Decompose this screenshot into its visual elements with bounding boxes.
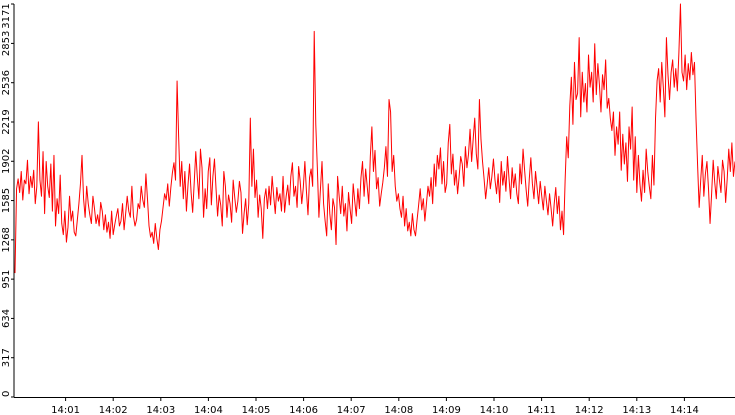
x-tick-label: 14:04 (194, 405, 223, 415)
x-tick-label: 14:11 (527, 405, 556, 415)
x-tick-label: 14:12 (575, 405, 604, 415)
y-tick-label: 317 (1, 348, 12, 367)
x-tick-label: 14:14 (670, 405, 699, 415)
y-tick-label: 3171 (1, 3, 12, 28)
x-tick-label: 14:10 (480, 405, 509, 415)
y-tick-label: 2853 (1, 31, 12, 56)
x-axis-ticks: 14:01 14:02 14:03 14:04 14:05 14:06 14:07 14:08… (51, 397, 699, 415)
x-tick-label: 14:07 (337, 405, 366, 415)
y-tick-label: 951 (1, 270, 12, 289)
y-axis-ticks: 0 317 634 951 1268 1585 1902 2219 2536 2853 3171 (1, 3, 14, 398)
y-tick-label: 1585 (1, 188, 12, 213)
x-tick-label: 14:06 (289, 405, 318, 415)
y-tick-label: 1268 (1, 227, 12, 252)
y-tick-label: 2536 (1, 70, 12, 95)
x-tick-label: 14:03 (146, 405, 175, 415)
y-tick-label: 1902 (1, 149, 12, 174)
x-tick-label: 14:09 (432, 405, 461, 415)
series-line (14, 3, 735, 274)
y-tick-label: 634 (1, 309, 12, 328)
y-tick-label: 2219 (1, 109, 12, 134)
y-tick-label: 0 (1, 391, 12, 397)
x-tick-label: 14:08 (384, 405, 413, 415)
x-tick-label: 14:13 (622, 405, 651, 415)
x-tick-label: 14:05 (242, 405, 271, 415)
x-tick-label: 14:01 (51, 405, 80, 415)
x-tick-label: 14:02 (99, 405, 128, 415)
